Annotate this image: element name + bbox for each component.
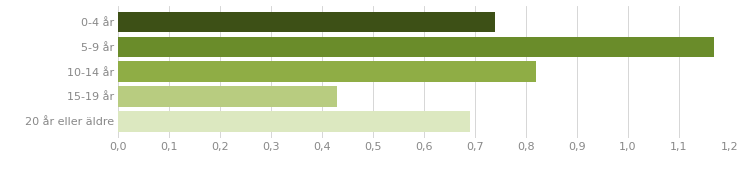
Bar xyxy=(118,12,495,32)
Bar xyxy=(118,37,714,57)
Bar xyxy=(118,86,337,107)
Bar xyxy=(118,62,536,82)
Bar xyxy=(118,111,469,132)
